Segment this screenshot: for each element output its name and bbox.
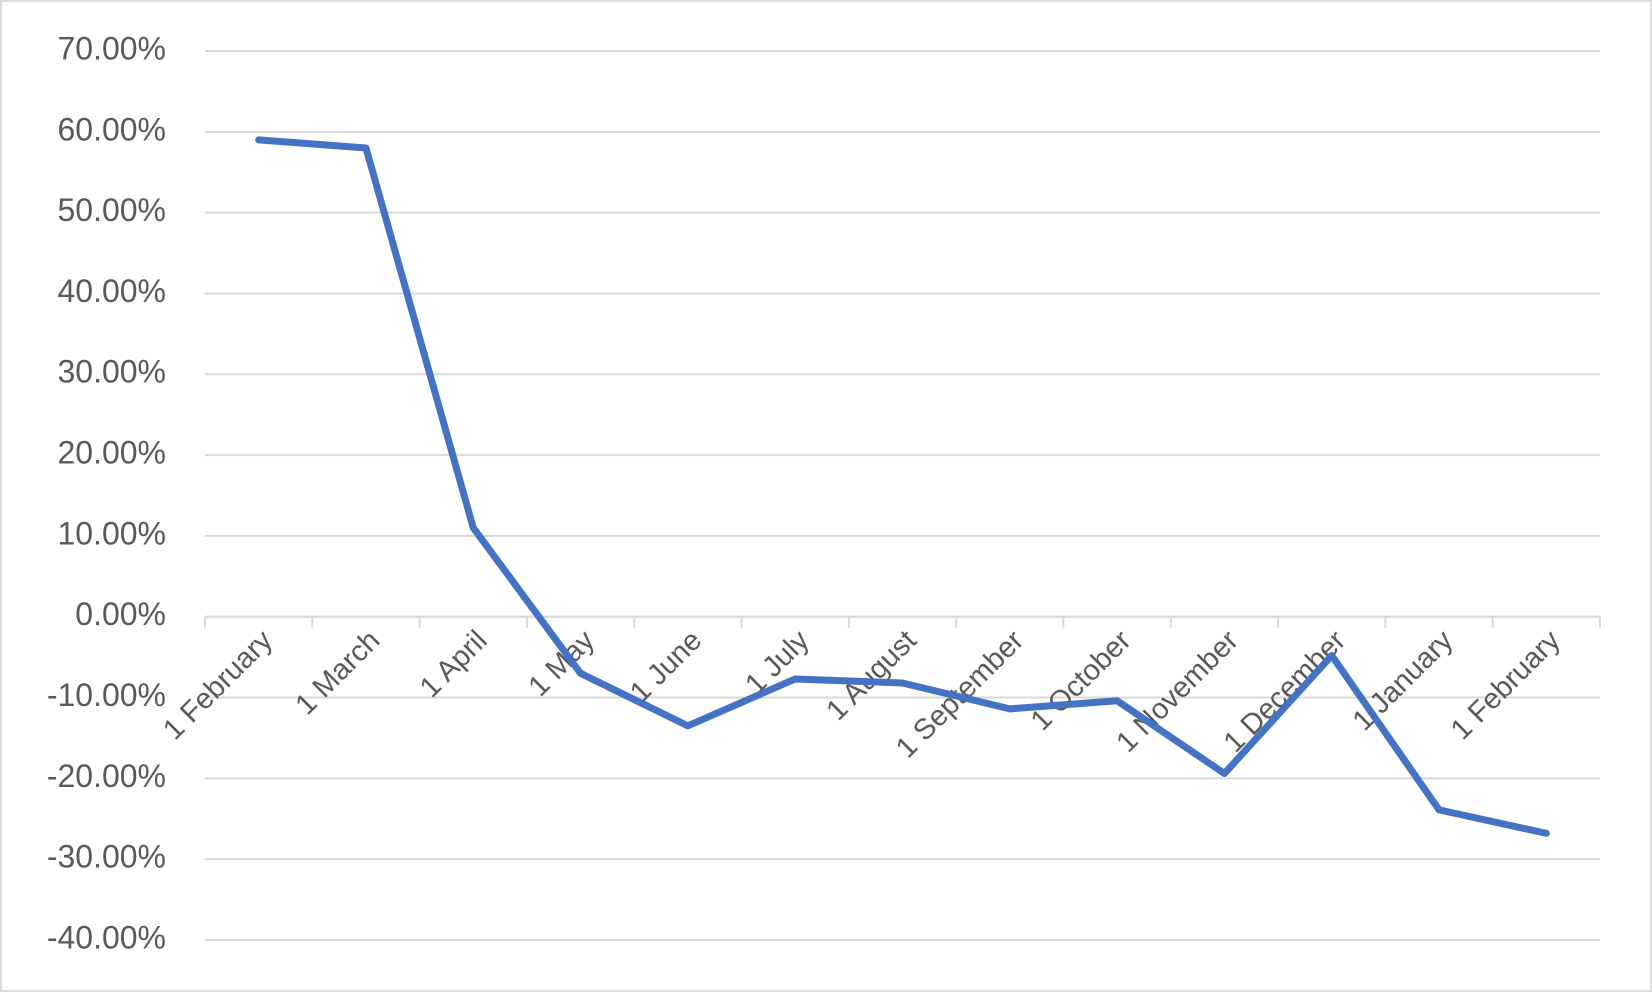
y-tick-label: -40.00% — [47, 919, 166, 955]
y-tick-label: 0.00% — [75, 596, 166, 632]
y-tick-label: 50.00% — [57, 192, 166, 228]
y-tick-label: -30.00% — [47, 839, 166, 875]
y-tick-label: 60.00% — [57, 111, 166, 147]
y-tick-label: 20.00% — [57, 435, 166, 471]
y-tick-label: 70.00% — [57, 30, 166, 66]
y-tick-label: -10.00% — [47, 677, 166, 713]
line-series — [255, 136, 1550, 837]
y-tick-label: 10.00% — [57, 515, 166, 551]
y-tick-label: -20.00% — [47, 758, 166, 794]
y-tick-label: 40.00% — [57, 273, 166, 309]
y-tick-label: 30.00% — [57, 354, 166, 390]
